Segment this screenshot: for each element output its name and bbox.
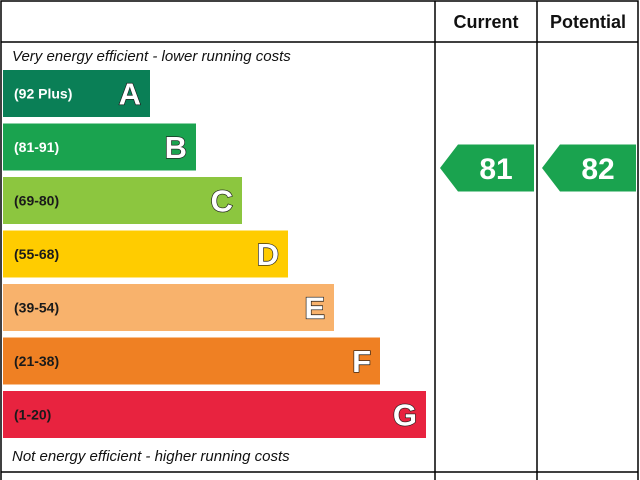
- band-f-letter: F: [352, 344, 371, 379]
- rating-arrows: 81 82: [440, 144, 636, 192]
- bottom-caption: Not energy efficient - higher running co…: [12, 448, 290, 465]
- band-e: (39-54) E: [3, 284, 334, 331]
- band-e-letter: E: [304, 291, 325, 326]
- band-a-letter: A: [119, 77, 141, 112]
- current-rating-arrow: [440, 144, 534, 192]
- band-c-letter: C: [211, 184, 233, 219]
- band-a: (92 Plus) A: [3, 70, 150, 117]
- band-b-letter: B: [165, 130, 187, 165]
- band-f-range: (21-38): [14, 353, 59, 369]
- band-g-letter: G: [393, 398, 417, 433]
- rating-bands: (92 Plus) A (81-91) B (69-80) C (55-68) D (39-54…: [3, 70, 426, 438]
- current-column-header: Current: [453, 12, 518, 32]
- band-a-range: (92 Plus): [14, 86, 72, 102]
- band-g-bar: [3, 391, 426, 438]
- potential-rating: 82: [542, 144, 636, 192]
- band-c-bar: [3, 177, 242, 224]
- potential-rating-value: 82: [581, 153, 614, 186]
- current-rating: 81: [440, 144, 534, 192]
- band-b-bar: [3, 123, 196, 171]
- band-g: (1-20) G: [3, 391, 426, 438]
- potential-column-header: Potential: [550, 12, 626, 32]
- band-b: (81-91) B: [3, 123, 196, 171]
- band-d: (55-68) D: [3, 230, 288, 278]
- band-c-range: (69-80): [14, 193, 59, 209]
- band-a-bar: [3, 70, 150, 117]
- band-d-range: (55-68): [14, 246, 59, 262]
- potential-rating-arrow: [542, 144, 636, 192]
- current-rating-value: 81: [479, 153, 512, 186]
- band-d-letter: D: [257, 237, 279, 272]
- band-b-range: (81-91): [14, 139, 59, 155]
- band-c: (69-80) C: [3, 177, 242, 224]
- band-f: (21-38) F: [3, 337, 380, 385]
- band-f-bar: [3, 337, 380, 385]
- band-e-bar: [3, 284, 334, 331]
- band-e-range: (39-54): [14, 300, 59, 316]
- band-g-range: (1-20): [14, 407, 51, 423]
- band-d-bar: [3, 230, 288, 278]
- top-caption: Very energy efficient - lower running co…: [12, 48, 291, 65]
